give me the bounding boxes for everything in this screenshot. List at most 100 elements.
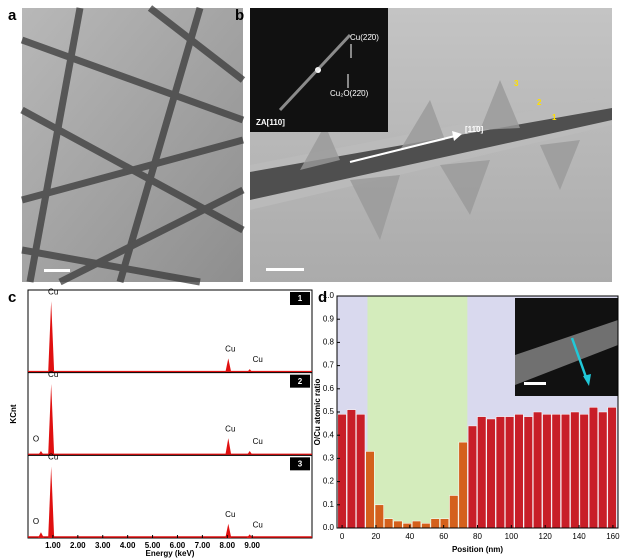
- x-tick-label: 7.00: [195, 541, 211, 550]
- y-tick-label: 0.8: [323, 338, 335, 347]
- bar: [459, 442, 468, 528]
- plot-frame: [28, 290, 312, 538]
- bar: [384, 519, 393, 528]
- peak: [225, 358, 231, 372]
- peak: [225, 524, 231, 538]
- panel-label: c: [8, 289, 16, 306]
- x-tick-label: 0: [340, 532, 345, 541]
- peak: [225, 438, 231, 455]
- bar: [468, 426, 477, 528]
- y-axis-label: KCnt: [9, 404, 18, 423]
- bar: [505, 417, 514, 528]
- inset-label: Cu(22̄0): [350, 33, 379, 42]
- y-tick-label: 0.9: [323, 314, 335, 323]
- y-tick-label: 0.2: [323, 477, 335, 486]
- bar: [608, 407, 617, 528]
- bar: [375, 505, 384, 528]
- peak-label: Cu: [48, 287, 58, 296]
- bar: [543, 414, 552, 528]
- x-tick-label: 60: [439, 532, 448, 541]
- peak: [48, 384, 54, 456]
- series-name: 2: [298, 377, 303, 386]
- y-tick-label: 0.0: [323, 523, 335, 532]
- x-tick-label: 160: [606, 532, 620, 541]
- series-name: 3: [298, 459, 303, 468]
- x-axis-label: Position (nm): [452, 545, 503, 554]
- bar: [347, 410, 356, 528]
- bar: [533, 412, 542, 528]
- peak-label: Cu: [253, 437, 263, 446]
- series-name: 1: [298, 294, 303, 303]
- point-label: 1: [552, 113, 557, 122]
- x-tick-label: 120: [539, 532, 553, 541]
- bar: [440, 519, 449, 528]
- bar: [515, 414, 524, 528]
- tem-image-a: [22, 8, 243, 282]
- peak-label: Cu: [253, 355, 263, 364]
- bar: [589, 407, 598, 528]
- bar: [450, 496, 459, 528]
- x-tick-label: 1.00: [45, 541, 61, 550]
- bar: [431, 519, 440, 528]
- bar: [422, 523, 431, 528]
- peak: [38, 532, 44, 538]
- bar: [598, 412, 607, 528]
- y-tick-label: 0.1: [323, 500, 335, 509]
- bar: [552, 414, 561, 528]
- x-tick-label: 8.00: [220, 541, 236, 550]
- x-tick-label: 9.00: [244, 541, 260, 550]
- direction-label: [11̄0]: [465, 125, 484, 134]
- zone-axis: ZA[110]: [256, 118, 285, 127]
- y-tick-label: 0.7: [323, 361, 335, 370]
- y-axis-label: O/Cu atomic ratio: [313, 379, 322, 446]
- point-label: 3: [514, 79, 519, 88]
- y-tick-label: 0.5: [323, 407, 335, 416]
- peak-label: Cu: [48, 370, 58, 379]
- bar: [580, 414, 589, 528]
- panel-label: a: [8, 7, 17, 24]
- bar: [366, 451, 375, 528]
- figure: a b Cu(22̄0) Cu₂O(22̄0) ZA[110] [11̄0]: [0, 0, 620, 559]
- bar: [412, 521, 421, 528]
- peak: [247, 369, 253, 373]
- x-tick-label: 40: [405, 532, 414, 541]
- x-tick-label: 2.00: [70, 541, 86, 550]
- x-tick-label: 80: [473, 532, 482, 541]
- bar: [356, 414, 365, 528]
- peak: [48, 301, 54, 373]
- y-tick-label: 0.3: [323, 454, 335, 463]
- peak-label: O: [33, 434, 39, 443]
- bar: [394, 521, 403, 528]
- highlight-region: [367, 296, 467, 528]
- bar: [338, 414, 347, 528]
- y-tick-label: 0.6: [323, 384, 335, 393]
- bar: [496, 417, 505, 528]
- bar: [561, 414, 570, 528]
- x-axis-label: Energy (keV): [146, 549, 195, 558]
- x-tick-label: 3.00: [95, 541, 111, 550]
- peak-label: Cu: [225, 424, 235, 433]
- peak: [247, 451, 253, 455]
- bar: [524, 417, 533, 528]
- y-tick-label: 0.4: [323, 430, 335, 439]
- peak-label: Cu: [225, 344, 235, 353]
- peak: [48, 466, 54, 538]
- bar: [487, 419, 496, 528]
- panel-label: b: [235, 7, 244, 24]
- x-tick-label: 140: [572, 532, 586, 541]
- peak-label: Cu: [48, 453, 58, 462]
- peak-label: Cu: [225, 510, 235, 519]
- point-label: 2: [537, 98, 542, 107]
- bar: [571, 412, 580, 528]
- x-tick-label: 4.00: [120, 541, 136, 550]
- y-tick-label: 1.0: [323, 291, 335, 300]
- tem-image-b: Cu(22̄0) Cu₂O(22̄0) ZA[110] [11̄0] 3 2 1: [250, 8, 612, 282]
- bar: [477, 417, 486, 528]
- x-tick-label: 20: [371, 532, 380, 541]
- x-tick-label: 100: [505, 532, 519, 541]
- inset-label: Cu₂O(22̄0): [330, 89, 369, 98]
- peak-label: Cu: [253, 521, 263, 530]
- peak-label: O: [33, 517, 39, 526]
- peak: [38, 451, 44, 455]
- stem-inset: [515, 298, 618, 396]
